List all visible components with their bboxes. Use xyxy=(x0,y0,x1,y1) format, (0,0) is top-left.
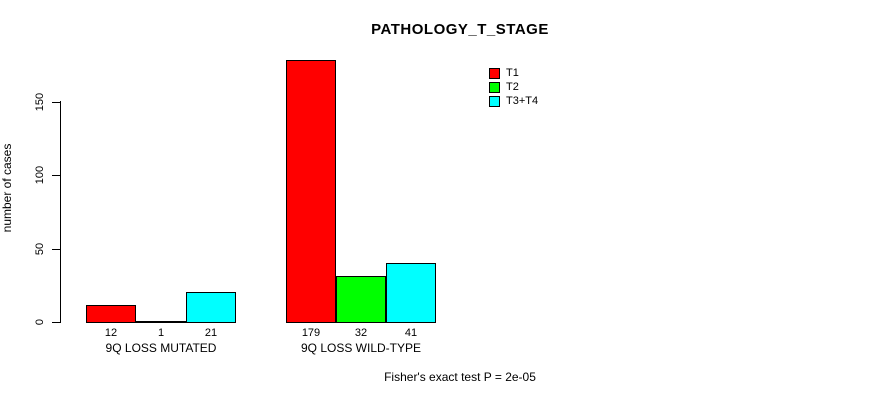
value-label-t2-9q-loss-mutated: 1 xyxy=(157,327,165,339)
category-label-9q-loss-wild-type: 9Q LOSS WILD-TYPE xyxy=(300,341,422,355)
value-label-t3-t4-9q-loss-wild-type: 41 xyxy=(404,327,418,339)
legend-label-t1: T1 xyxy=(506,66,519,79)
category-label-9q-loss-mutated: 9Q LOSS MUTATED xyxy=(105,341,217,355)
legend-swatch-t2 xyxy=(489,81,500,93)
y-tick-label-50: 50 xyxy=(34,242,46,256)
statistical-test-note: Fisher's exact test P = 2e-05 xyxy=(384,370,536,384)
legend-row-t3-t4: T3+T4 xyxy=(489,94,538,108)
legend-swatch-t1 xyxy=(489,67,500,79)
bar-t3-t4-9q-loss-wild-type xyxy=(386,263,436,323)
bar-t2-9q-loss-mutated xyxy=(136,321,186,323)
chart-title: PATHOLOGY_T_STAGE xyxy=(371,21,549,38)
value-label-t2-9q-loss-wild-type: 32 xyxy=(354,327,368,339)
y-tick-label-100: 100 xyxy=(34,165,46,185)
legend-row-t1: T1 xyxy=(489,66,538,80)
value-label-t1-9q-loss-wild-type: 179 xyxy=(301,327,321,339)
bar-t3-t4-9q-loss-mutated xyxy=(186,292,236,323)
legend-row-t2: T2 xyxy=(489,80,538,94)
y-tick-mark-50 xyxy=(52,249,60,250)
y-tick-mark-100 xyxy=(52,175,60,176)
y-tick-mark-0 xyxy=(52,322,60,323)
bar-t1-9q-loss-mutated xyxy=(86,305,136,323)
y-axis-line xyxy=(60,101,61,323)
y-tick-label-150: 150 xyxy=(34,92,46,112)
legend-swatch-t3-t4 xyxy=(489,95,500,107)
y-axis-title: number of cases xyxy=(0,143,14,233)
legend-label-t2: T2 xyxy=(506,80,519,93)
legend-label-t3-t4: T3+T4 xyxy=(506,94,539,107)
value-label-t3-t4-9q-loss-mutated: 21 xyxy=(204,327,218,339)
value-label-t1-9q-loss-mutated: 12 xyxy=(104,327,118,339)
bar-t2-9q-loss-wild-type xyxy=(336,276,386,323)
y-tick-mark-150 xyxy=(52,102,60,103)
chart-legend: T1 T2 T3+T4 xyxy=(489,66,538,108)
y-tick-label-0: 0 xyxy=(34,318,46,326)
bar-t1-9q-loss-wild-type xyxy=(286,60,336,323)
